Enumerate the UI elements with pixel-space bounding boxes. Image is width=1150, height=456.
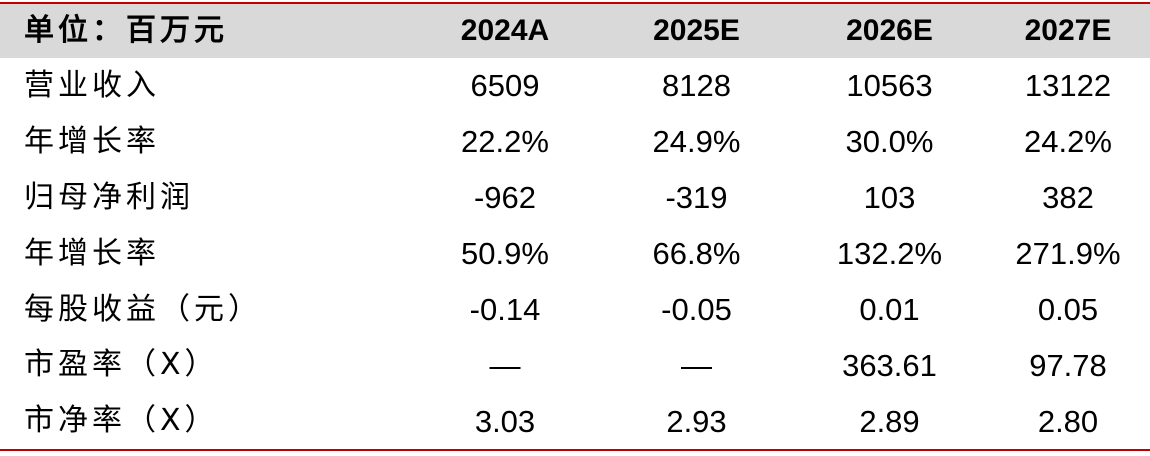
table-cell: 6509 [470,68,540,104]
table-cell: 103 [863,180,916,216]
table-cell: 30.0% [845,124,934,160]
table-cell: 132.2% [836,236,943,272]
unit-label: 单位：百万元 [24,13,228,48]
table-cell: — [681,347,712,383]
table-cell: 2.89 [859,403,920,439]
row-label: 市盈率（X） [24,347,219,383]
table-cell: 0.05 [1037,292,1099,327]
bottom-rule [0,449,1150,451]
table-row: 年增长率 50.9% 66.8% 132.2% 271.9% [0,226,1150,282]
row-label: 营业收入 [24,67,160,103]
table-cell: 22.2% [461,124,549,160]
row-label: 年增长率 [24,235,160,271]
table-cell: 271.9% [1015,236,1121,272]
table-cell: -319 [665,180,728,216]
table-cell: 13122 [1024,68,1112,104]
table-row: 年增长率 22.2% 24.9% 30.0% 24.2% [0,114,1150,170]
table-cell: 2.93 [666,403,727,439]
table-cell: 8128 [662,68,731,104]
table-cell: 97.78 [1029,347,1107,383]
table-cell: -0.05 [661,292,732,327]
table-cell: — [489,347,521,383]
year-header-2027e: 2027E [1024,14,1112,47]
table-cell: 50.9% [461,236,549,272]
table-cell: 10563 [846,68,933,104]
table-cell: 0.01 [859,292,920,327]
table-row: 营业收入 6509 8128 10563 13122 [0,58,1150,114]
row-label: 市净率（X） [24,403,219,439]
table-row: 归母净利润 -962 -319 103 382 [0,170,1150,226]
row-label: 每股收益（元） [24,291,262,327]
row-label: 归母净利润 [24,179,194,215]
header-row: 单位：百万元 2024A 2025E 2026E 2027E [0,4,1150,58]
financial-forecast-table: 单位：百万元 2024A 2025E 2026E 2027E 营业收入 6509… [0,4,1150,449]
table-cell: 2.80 [1037,403,1099,439]
table-cell: 3.03 [474,403,536,439]
table-cell: 382 [1042,180,1094,216]
table-row: 市盈率（X） — — 363.61 97.78 [0,337,1150,393]
table-cell: 24.2% [1024,124,1112,160]
row-label: 年增长率 [24,123,160,159]
table-row: 每股收益（元） -0.14 -0.05 0.01 0.05 [0,282,1150,338]
table-cell: -0.14 [469,292,541,327]
year-header-2026e: 2026E [846,14,933,47]
year-header-2025e: 2025E [653,14,740,47]
table-cell: 66.8% [652,236,741,272]
table-row: 市净率（X） 3.03 2.93 2.89 2.80 [0,393,1150,449]
top-rule [0,2,1150,4]
table-cell: 24.9% [652,124,741,160]
table-cell: 363.61 [842,347,937,383]
table-cell: -962 [473,180,537,216]
year-header-2024a: 2024A [460,14,550,47]
